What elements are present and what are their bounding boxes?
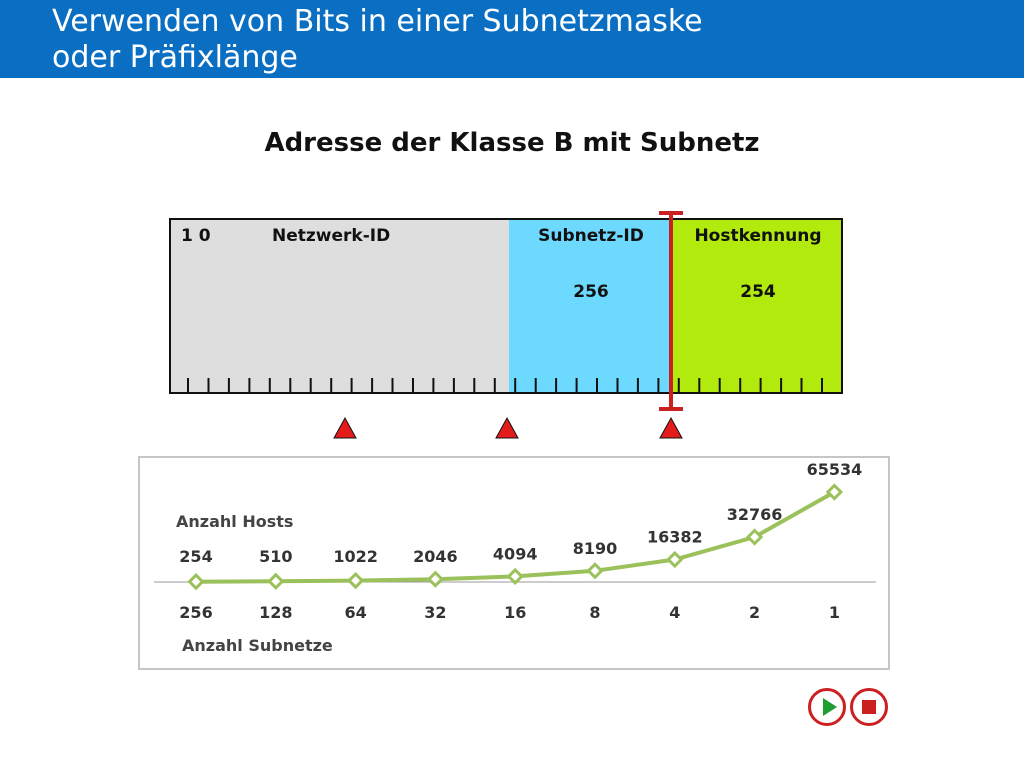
slide-subtitle: Adresse der Klasse B mit Subnetz	[264, 128, 760, 158]
bits-prefix-label: 1 0	[181, 226, 211, 246]
network-boundary-marker[interactable]	[333, 416, 357, 439]
host-count-label: 8190	[573, 539, 618, 558]
subnet-count-tick: 128	[259, 603, 292, 622]
data-point-marker	[187, 573, 205, 591]
data-point-marker	[586, 562, 604, 580]
network-id-segment	[169, 218, 509, 394]
subnet-count-tick: 2	[749, 603, 760, 622]
subnet-count-tick: 4	[669, 603, 680, 622]
hosts-subnets-chart: Anzahl Hosts Anzahl Subnetze 254 510 1022 204…	[154, 460, 876, 655]
data-point-marker	[825, 483, 844, 501]
host-id-label: Hostkennung	[694, 226, 822, 246]
host-id-segment	[673, 218, 843, 394]
page-title-line-1: Verwenden von Bits in einer Subnetzmaske	[52, 4, 703, 39]
subnets-axis-label: Anzahl Subnetze	[182, 636, 333, 655]
host-count-label: 1022	[333, 547, 378, 566]
page-title-line-2: oder Präfixlänge	[52, 40, 298, 75]
data-point-marker	[426, 570, 445, 588]
host-count-label: 254	[179, 547, 212, 566]
stop-icon	[862, 700, 876, 714]
subnet-id-label: Subnetz-ID	[538, 226, 644, 246]
host-count-label: 16382	[647, 528, 703, 547]
data-point-marker	[666, 550, 684, 569]
host-count-label: 510	[259, 547, 292, 566]
chart-frame: Anzahl Hosts Anzahl Subnetze 254 510 1022 204…	[138, 456, 890, 670]
data-point-marker	[506, 567, 524, 585]
host-count-value: 254	[740, 282, 776, 302]
hosts-axis-label: Anzahl Hosts	[176, 512, 293, 531]
subnet-count-tick: 32	[424, 603, 446, 622]
network-id-label: Netzwerk-ID	[272, 226, 391, 246]
play-button[interactable]	[808, 688, 846, 726]
stop-button[interactable]	[850, 688, 888, 726]
subnet-count-tick: 64	[344, 603, 366, 622]
header-bar: Verwenden von Bits in einer Subnetzmaske…	[0, 0, 1024, 78]
subnet-count-tick: 1	[829, 603, 840, 622]
subnet-count-tick: 256	[179, 603, 212, 622]
play-icon	[823, 698, 837, 716]
subnet-count-value: 256	[573, 282, 609, 302]
host-count-label: 4094	[493, 544, 538, 563]
subnet-count-tick: 16	[504, 603, 526, 622]
host-count-label: 32766	[727, 505, 783, 524]
divider-marker	[659, 211, 683, 411]
data-point-marker	[267, 572, 285, 590]
data-point-marker	[745, 528, 764, 546]
host-boundary-marker[interactable]	[659, 416, 683, 439]
host-count-label: 65534	[807, 460, 863, 479]
subnet-boundary-marker[interactable]	[495, 416, 519, 439]
subnet-id-segment	[509, 218, 673, 394]
host-count-label: 2046	[413, 547, 458, 566]
data-point-marker	[346, 571, 365, 590]
subnet-count-tick: 8	[589, 603, 600, 622]
bit-ticks	[187, 378, 823, 393]
